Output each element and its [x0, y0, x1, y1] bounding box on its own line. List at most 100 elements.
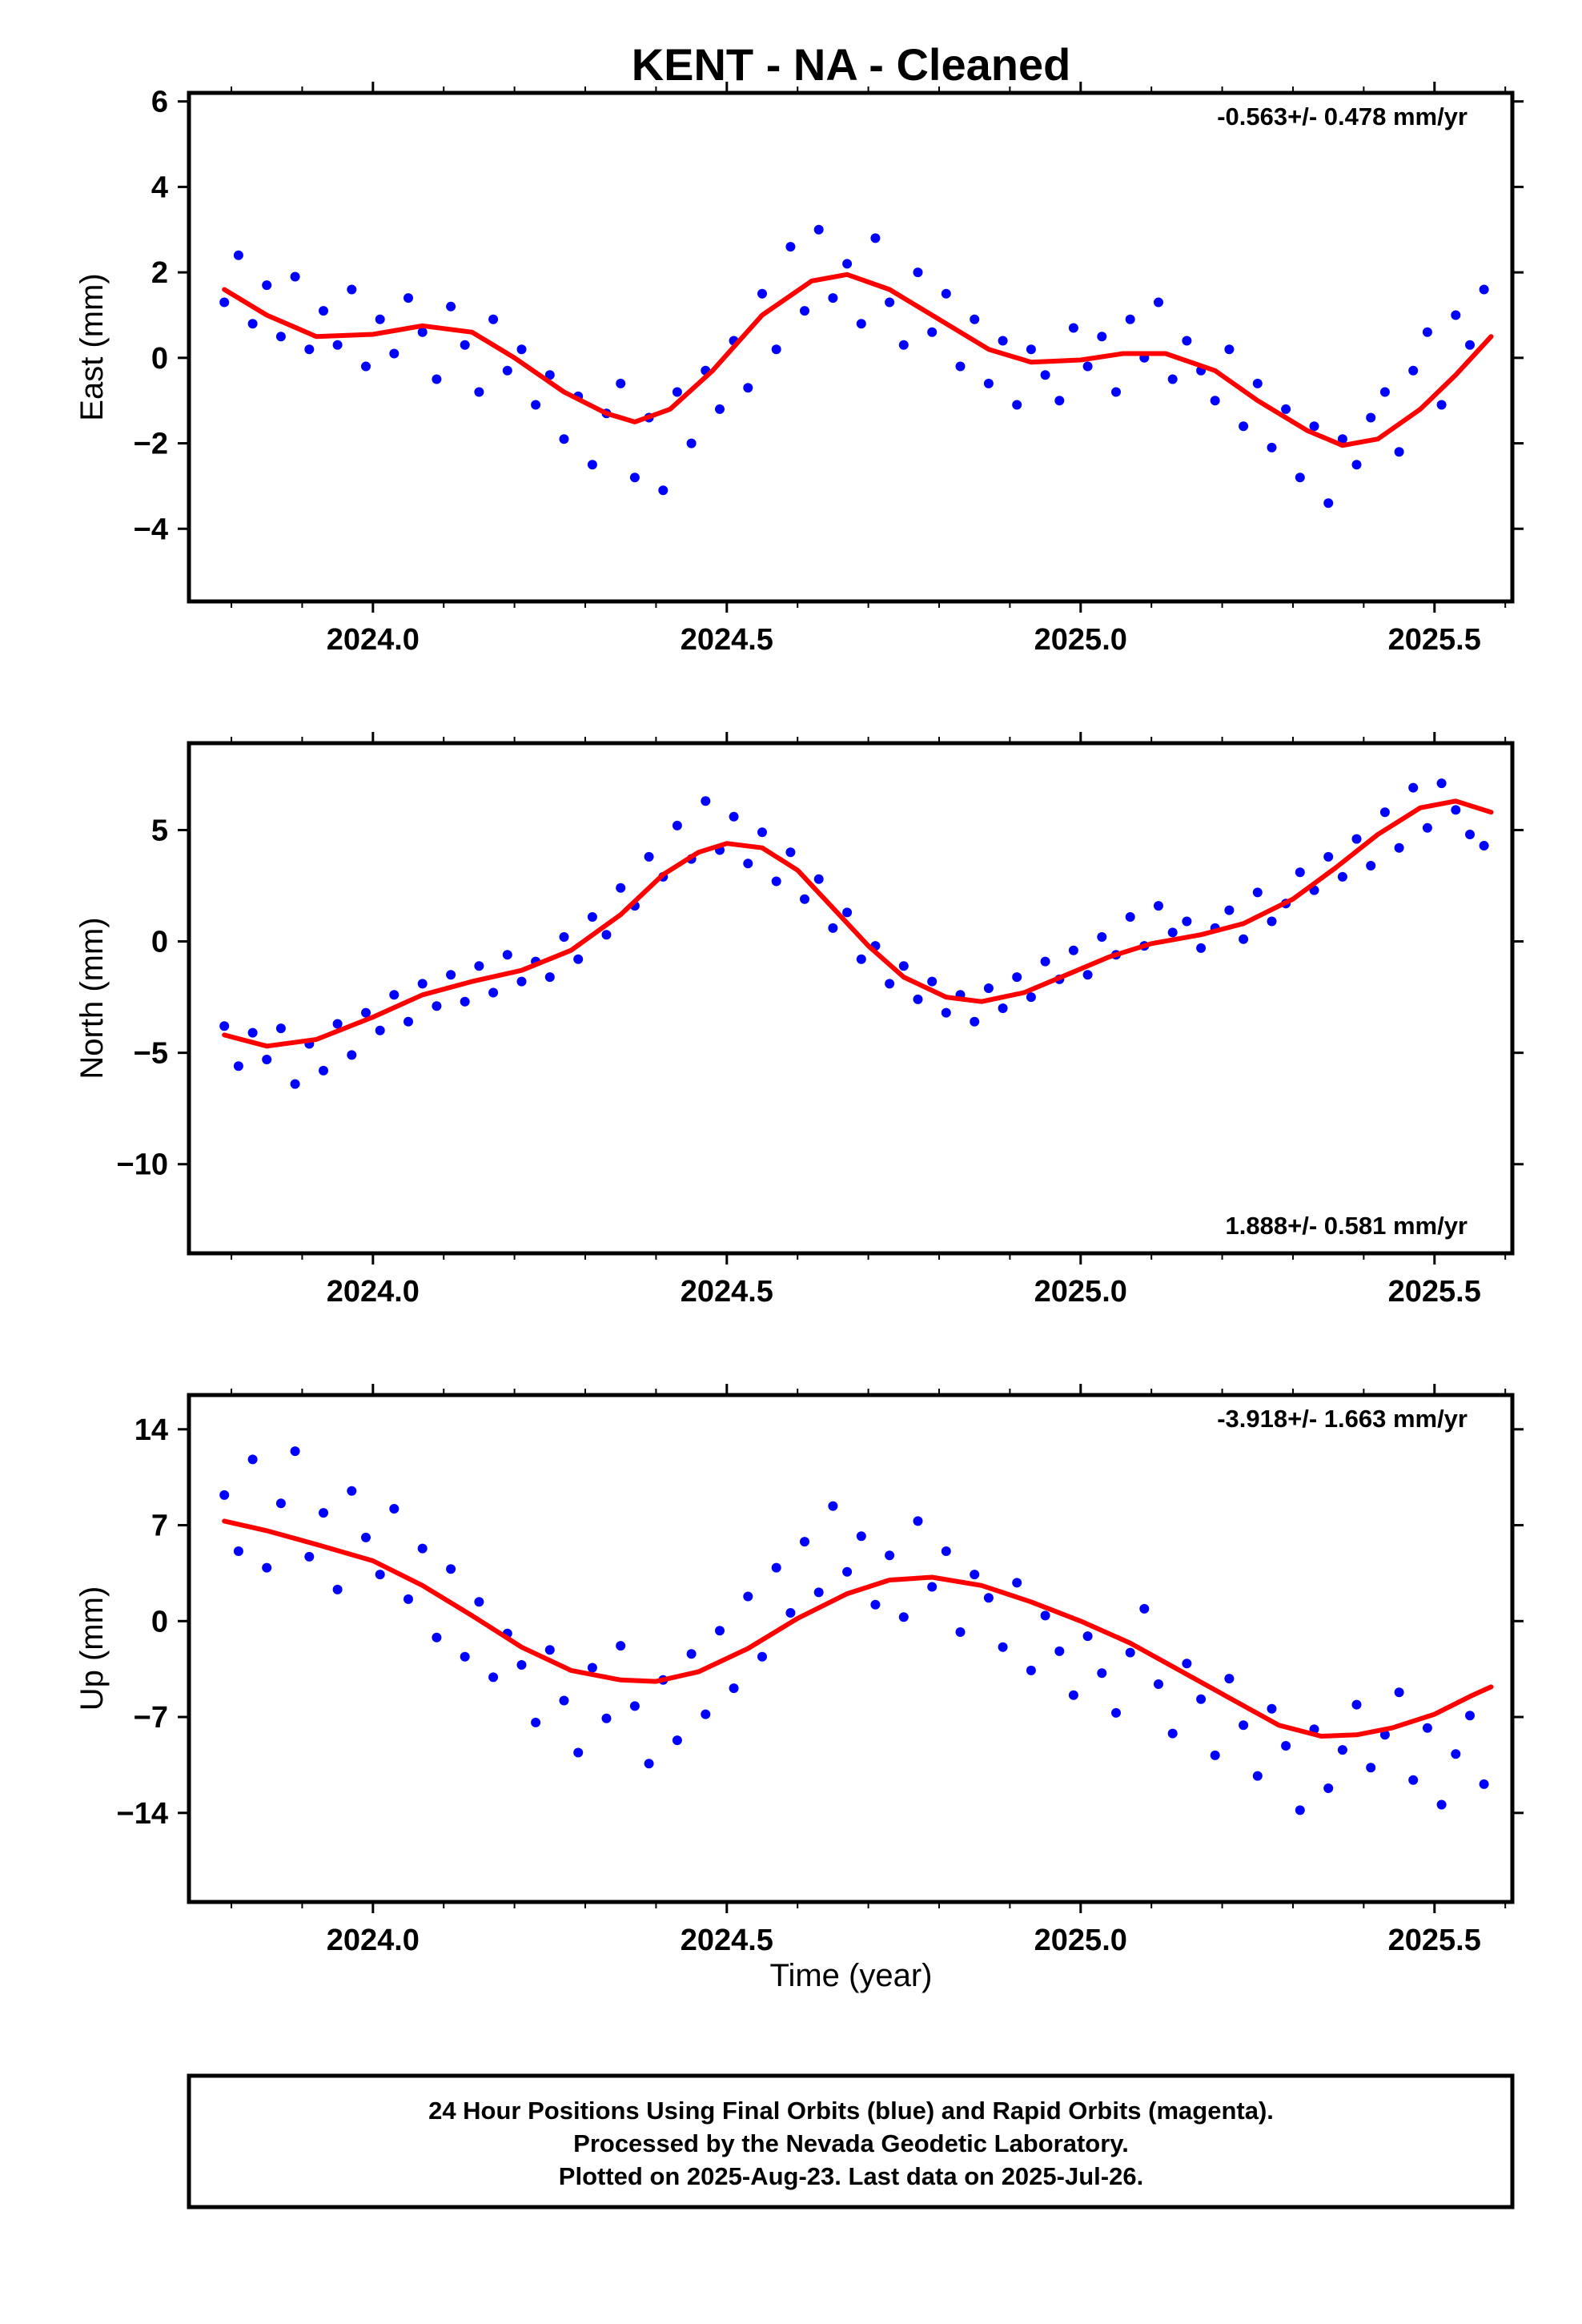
- up-x-tick-label: 2024.5: [681, 1924, 773, 1957]
- east-point: [629, 472, 640, 483]
- east-point: [1281, 404, 1291, 414]
- east-point: [1054, 396, 1065, 406]
- up-y-tick-label: 0: [151, 1605, 168, 1638]
- east-point: [1394, 447, 1404, 457]
- north-point: [233, 1061, 243, 1072]
- up-point: [913, 1516, 923, 1526]
- x-axis-label: Time (year): [770, 1958, 933, 1993]
- north-point: [332, 1019, 343, 1029]
- east-point: [672, 387, 682, 397]
- east-point: [275, 332, 286, 342]
- north-point: [1167, 927, 1178, 938]
- up-point: [516, 1660, 527, 1670]
- east-point: [502, 365, 512, 376]
- north-point: [347, 1050, 357, 1060]
- east-x-tick-label: 2025.0: [1034, 623, 1127, 657]
- north-x-tick-label: 2024.0: [327, 1275, 420, 1309]
- up-point: [1408, 1775, 1419, 1785]
- east-x-tick-label: 2025.5: [1388, 623, 1481, 657]
- east-point: [870, 233, 881, 243]
- north-point: [559, 932, 569, 942]
- up-point: [474, 1597, 484, 1607]
- up-point: [828, 1501, 838, 1511]
- east-point: [446, 301, 456, 312]
- east-point: [417, 327, 428, 337]
- east-y-tick-label: −4: [134, 513, 168, 546]
- east-point: [1351, 460, 1362, 470]
- east-point: [983, 378, 994, 388]
- east-point: [1210, 396, 1220, 406]
- east-point: [898, 340, 909, 350]
- north-point: [247, 1027, 258, 1038]
- east-point: [219, 297, 230, 308]
- east-point: [1097, 332, 1107, 342]
- north-point: [913, 994, 923, 1004]
- up-y-tick-label: 14: [135, 1413, 168, 1447]
- up-point: [389, 1504, 400, 1514]
- north-point: [573, 954, 584, 964]
- north-point: [1465, 830, 1475, 839]
- north-point: [290, 1079, 300, 1089]
- north-point: [488, 987, 499, 998]
- up-point: [375, 1570, 385, 1580]
- north-point: [502, 950, 512, 960]
- up-y-axis-label: Up (mm): [74, 1586, 110, 1711]
- north-point: [544, 972, 555, 983]
- north-point: [389, 990, 400, 1000]
- east-point: [813, 224, 824, 235]
- up-point: [573, 1747, 584, 1758]
- north-y-tick-label: 0: [151, 926, 168, 959]
- up-point: [587, 1663, 597, 1673]
- north-point: [474, 961, 484, 971]
- east-point: [800, 306, 809, 316]
- north-point: [587, 912, 597, 922]
- up-point: [290, 1446, 300, 1457]
- east-point: [1167, 374, 1178, 384]
- north-panel: 2024.0 2024.5 2025.0 2025.5 −10 −5 0 5 North (mm…: [74, 732, 1524, 1309]
- east-point: [544, 370, 555, 380]
- east-point: [743, 383, 753, 393]
- east-point: [1309, 421, 1319, 432]
- up-point: [262, 1562, 272, 1573]
- up-point: [941, 1546, 951, 1556]
- east-point: [1026, 344, 1036, 355]
- east-plot-frame: [187, 90, 1515, 604]
- north-point: [885, 979, 895, 989]
- east-point: [347, 284, 357, 295]
- north-point: [1182, 916, 1192, 927]
- east-point: [1366, 412, 1376, 423]
- east-point: [1323, 498, 1334, 509]
- up-point: [1394, 1687, 1404, 1698]
- east-point: [970, 314, 980, 324]
- east-x-tick-label: 2024.0: [327, 623, 420, 657]
- up-point: [955, 1627, 966, 1637]
- east-panel: 2024.0 2024.5 2025.0 2025.5 −4 −2 0 2 4 6 East (mm…: [74, 82, 1524, 657]
- east-point: [361, 361, 371, 372]
- east-point: [955, 361, 966, 372]
- east-point: [1154, 297, 1163, 308]
- up-point: [1012, 1578, 1022, 1588]
- east-point: [1436, 400, 1447, 410]
- up-x-tick-label: 2025.5: [1388, 1924, 1481, 1957]
- north-point: [1040, 956, 1050, 967]
- east-y-tick-label: 0: [151, 342, 168, 376]
- east-point: [375, 314, 385, 324]
- up-point: [1182, 1659, 1192, 1669]
- up-point: [1479, 1779, 1489, 1789]
- up-point: [1351, 1699, 1362, 1710]
- east-point: [1182, 336, 1192, 346]
- north-point: [1479, 841, 1489, 850]
- up-point: [544, 1645, 555, 1655]
- up-point: [785, 1608, 796, 1618]
- north-point: [1394, 842, 1404, 853]
- up-point: [800, 1537, 809, 1547]
- up-y-tick-label: 7: [151, 1510, 168, 1543]
- east-point: [658, 485, 669, 496]
- up-point: [1026, 1665, 1036, 1675]
- east-point: [474, 387, 484, 397]
- north-point: [262, 1055, 272, 1064]
- up-point: [219, 1490, 230, 1500]
- up-point: [715, 1626, 725, 1636]
- east-point: [1451, 310, 1461, 320]
- north-point: [813, 874, 824, 884]
